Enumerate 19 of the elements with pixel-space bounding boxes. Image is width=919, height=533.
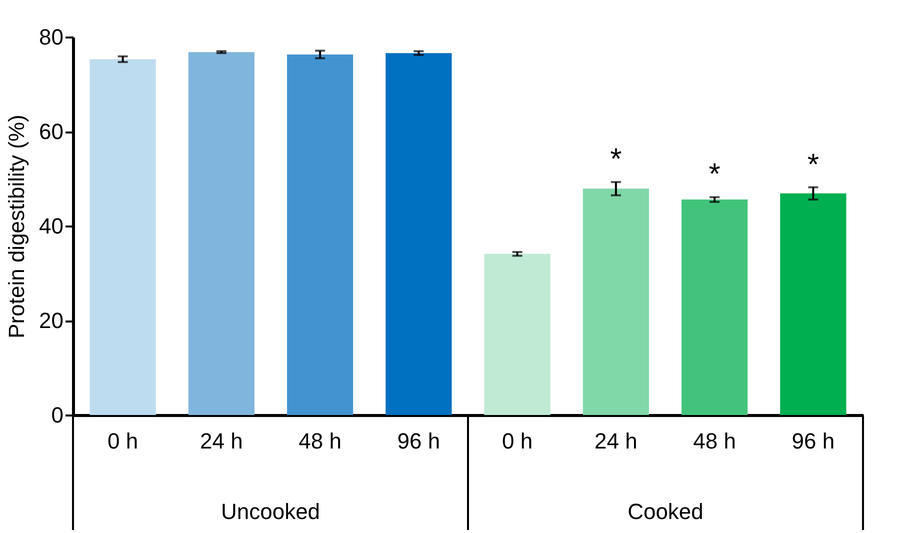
- x-tick-label: 48 h: [693, 428, 736, 454]
- data-label: *: [708, 158, 721, 192]
- y-tick-label: 0: [51, 402, 64, 428]
- y-tick-label: 80: [39, 24, 64, 50]
- y-tick-label: 60: [39, 119, 64, 144]
- y-axis-title: Protein digestibility (%): [4, 114, 30, 338]
- y-tick-label: 40: [39, 214, 64, 238]
- text: Uncooked: [220, 499, 320, 524]
- x-tick-label: 0 h: [502, 428, 533, 454]
- x-tick-label: 48 h: [298, 428, 342, 454]
- text: Cooked: [628, 499, 704, 524]
- y-tick-label: 20: [39, 308, 64, 333]
- data-label: *: [610, 143, 622, 176]
- x-tick-label: 0 h: [108, 428, 138, 454]
- x-tick-label: 24 h: [200, 428, 243, 454]
- x-tick-label: 96 h: [397, 428, 440, 454]
- data-label: *: [807, 148, 820, 182]
- x-tick-label: 24 h: [594, 428, 638, 454]
- x-tick-label: 96 h: [792, 428, 835, 454]
